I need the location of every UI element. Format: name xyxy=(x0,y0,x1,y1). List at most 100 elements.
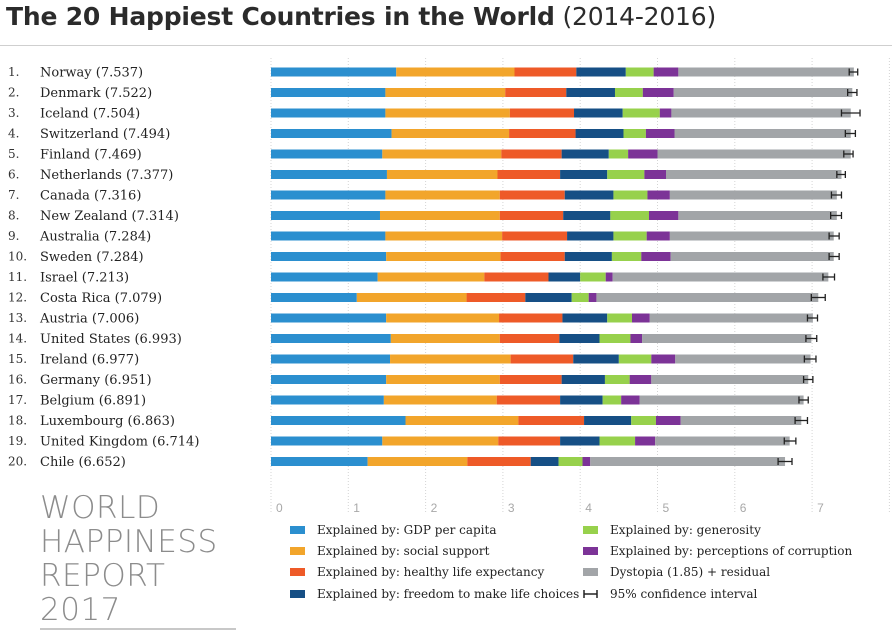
bar-segment-freedom xyxy=(561,375,605,384)
bar-segment-freedom xyxy=(566,88,615,97)
x-tick-label-7: 7 xyxy=(817,501,824,515)
confidence-interval xyxy=(844,130,857,137)
bar-segment-dystopia xyxy=(612,272,829,282)
bar-segment-dystopia xyxy=(669,190,837,200)
bar-segment-freedom xyxy=(562,313,608,323)
bar-segment-gdp xyxy=(271,170,387,179)
bar-segment-corruption xyxy=(588,293,597,302)
x-tick-label-5: 5 xyxy=(663,501,670,515)
confidence-interval xyxy=(828,253,840,260)
bar-segment-freedom xyxy=(573,354,619,364)
confidence-interval xyxy=(798,396,809,404)
confidence-interval xyxy=(806,314,819,322)
page-title: The 20 Happiest Countries in the World (… xyxy=(6,2,716,31)
bar-segment-health xyxy=(502,231,568,241)
title-main: The 20 Happiest Countries in the World xyxy=(6,2,555,31)
country-label: Chile (6.652) xyxy=(40,455,126,470)
bar-segment-generosity xyxy=(623,129,646,138)
bar-segment-corruption xyxy=(582,457,591,466)
country-label: Netherlands (7.377) xyxy=(40,168,173,183)
rank-label: 13. xyxy=(8,311,27,325)
bar-segment-generosity xyxy=(613,190,648,200)
country-label: Israel (7.213) xyxy=(40,271,129,286)
bar-segment-dystopia xyxy=(642,334,812,343)
bar-segment-gdp xyxy=(271,395,384,405)
bar-segment-health xyxy=(510,354,574,364)
country-label: Denmark (7.522) xyxy=(40,86,152,101)
bar-segment-dystopia xyxy=(590,457,786,466)
bar-segment-health xyxy=(514,67,577,77)
bar-segment-dystopia xyxy=(655,436,790,446)
confidence-interval xyxy=(777,458,793,465)
x-tick-label-1: 1 xyxy=(353,501,360,515)
bar-segment-dystopia xyxy=(680,416,802,425)
bar-segment-dystopia xyxy=(657,149,851,159)
bar-segment-gdp xyxy=(271,252,387,261)
country-label: Belgium (6.891) xyxy=(40,394,146,409)
bar-segment-generosity xyxy=(604,375,630,384)
bar-segment-health xyxy=(467,457,531,466)
bar-segment-dystopia xyxy=(674,129,851,138)
bar-segment-freedom xyxy=(560,170,608,179)
bar-segment-gdp xyxy=(271,211,380,220)
bar-segment-social xyxy=(382,436,499,446)
confidence-interval xyxy=(830,212,843,219)
x-tick-label-6: 6 xyxy=(740,501,747,515)
x-tick-label-0: 0 xyxy=(276,501,283,515)
title-divider xyxy=(0,45,892,46)
bar-segment-social xyxy=(386,375,500,384)
bar-segment-generosity xyxy=(611,252,642,261)
bar-segment-social xyxy=(391,129,510,138)
bar-segment-corruption xyxy=(644,170,667,179)
confidence-interval xyxy=(810,294,826,301)
bar-segment-dystopia xyxy=(671,108,851,118)
bar-segment-corruption xyxy=(641,252,671,261)
bar-segment-corruption xyxy=(651,354,676,364)
bar-segment-freedom xyxy=(525,293,572,302)
bar-segment-dystopia xyxy=(651,375,809,384)
bar-segment-dystopia xyxy=(639,395,804,405)
bar-segment-social xyxy=(390,354,511,364)
confidence-interval xyxy=(840,109,861,117)
bar-segment-corruption xyxy=(635,436,656,446)
bar-segment-gdp xyxy=(271,129,392,138)
bar-segment-health xyxy=(499,334,560,343)
bar-segment-dystopia xyxy=(670,252,834,261)
bar-segment-freedom xyxy=(584,416,632,425)
bar-segment-freedom xyxy=(564,252,612,261)
bar-segment-gdp xyxy=(271,334,391,343)
bar-segment-freedom xyxy=(575,129,624,138)
report-logo: WORLD HAPPINESS REPORT 2017 xyxy=(40,491,218,627)
country-label: Luxembourg (6.863) xyxy=(40,414,175,429)
bar-segment-social xyxy=(386,313,500,323)
bar-segment-social xyxy=(405,416,519,425)
bar-segment-generosity xyxy=(607,170,645,179)
bar-segment-generosity xyxy=(599,334,631,343)
bar-segment-corruption xyxy=(629,375,652,384)
rank-label: 18. xyxy=(8,414,27,428)
bar-segment-dystopia xyxy=(649,313,813,323)
bar-segment-gdp xyxy=(271,416,406,425)
country-label: United States (6.993) xyxy=(40,332,182,347)
rank-label: 3. xyxy=(8,106,19,120)
rank-label: 6. xyxy=(8,168,19,182)
confidence-interval xyxy=(830,191,843,199)
bar-segment-social xyxy=(386,252,501,261)
bar-segment-social xyxy=(385,190,500,200)
confidence-interval xyxy=(822,273,836,281)
country-label: Iceland (7.504) xyxy=(40,107,140,122)
confidence-interval xyxy=(802,376,814,383)
bar-segment-gdp xyxy=(271,354,391,364)
bar-segment-health xyxy=(466,293,526,302)
confidence-interval xyxy=(803,355,817,363)
country-label: Costa Rica (7.079) xyxy=(40,291,162,306)
bar-segment-generosity xyxy=(625,67,654,77)
bar-segment-freedom xyxy=(567,231,614,241)
bar-segment-dystopia xyxy=(669,231,834,241)
bar-segment-generosity xyxy=(571,293,589,302)
bar-segment-corruption xyxy=(646,231,670,241)
bar-segment-generosity xyxy=(618,354,652,364)
bar-segment-gdp xyxy=(271,436,383,446)
bar-segment-health xyxy=(496,395,561,405)
